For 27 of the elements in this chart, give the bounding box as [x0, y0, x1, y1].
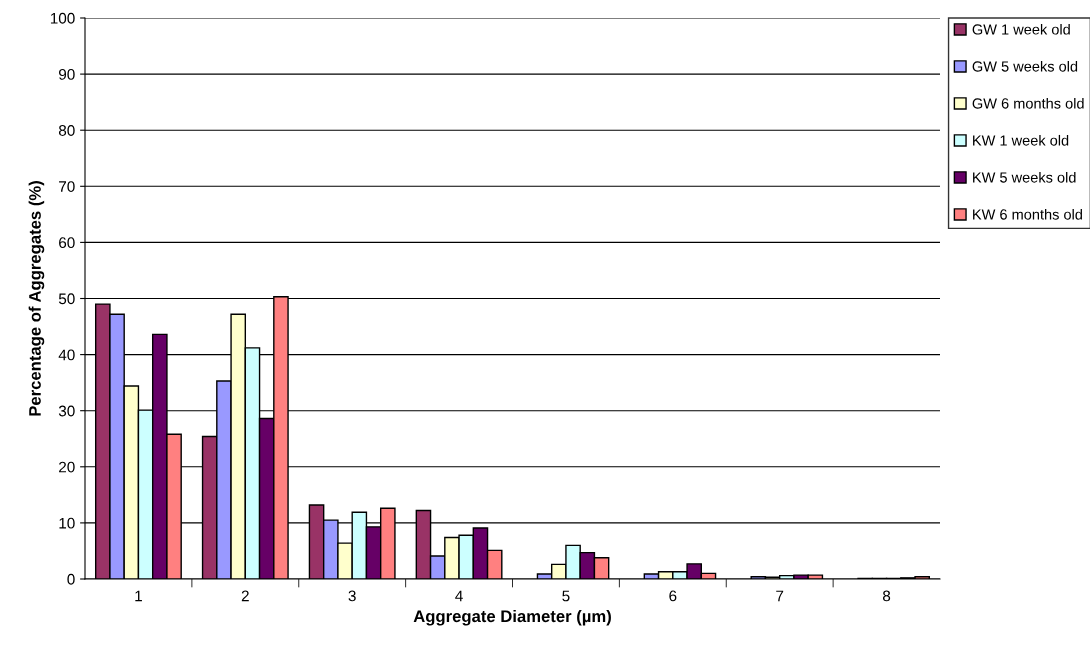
y-tick-label: 70: [59, 181, 75, 192]
y-tick-label: 0: [67, 573, 75, 585]
x-tick-label: 2: [241, 590, 249, 602]
legend-label: GW 1 week old: [972, 23, 1070, 35]
legend-label: KW 6 months old: [973, 208, 1082, 220]
x-tick-label: 8: [882, 590, 891, 602]
x-tick-label: 1: [135, 590, 142, 602]
x-tick-label: 4: [455, 590, 463, 602]
x-tick-label: 3: [348, 590, 356, 602]
y-tick-label: 100: [50, 12, 75, 24]
legend-label: GW 6 months old: [972, 97, 1084, 109]
y-tick-label: 30: [58, 405, 75, 417]
y-tick-label: 60: [59, 237, 75, 249]
x-tick-label: 7: [776, 590, 784, 602]
y-tick-label: 90: [59, 68, 75, 80]
legend-label: GW 5 weeks old: [972, 60, 1078, 72]
y-tick-label: 50: [58, 293, 75, 305]
x-axis-title: Aggregate Diameter (µm): [413, 609, 611, 626]
x-tick-label: 5: [562, 590, 570, 602]
y-tick-label: 40: [58, 349, 75, 361]
x-tick-label: 6: [669, 590, 677, 602]
y-tick-label: 10: [59, 517, 75, 529]
y-tick-label: 20: [59, 461, 75, 473]
legend-label: KW 1 week old: [973, 134, 1069, 146]
y-axis-title: Percentage of Aggregates (%): [28, 181, 45, 416]
y-tick-label: 80: [58, 125, 75, 136]
legend-label: KW 5 weeks old: [973, 171, 1076, 183]
